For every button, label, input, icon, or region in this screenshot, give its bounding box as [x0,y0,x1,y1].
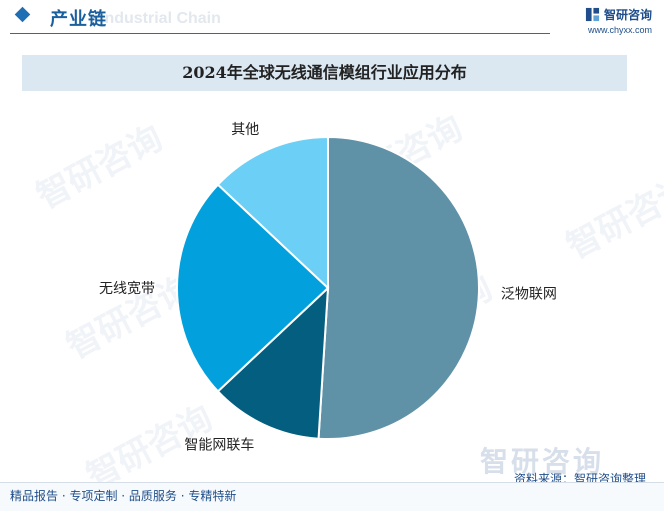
chart-title-box: 2024年全球无线通信模组行业应用分布 [22,55,627,91]
header-subtitle: Industrial Chain [100,10,221,27]
header: Industrial Chain 产业链 智研咨询 www.chyxx.com [0,0,664,38]
brand: 智研咨询 www.chyxx.com [585,6,652,35]
source-logo: 智研咨询 [480,445,605,478]
header-divider [10,33,550,34]
footer-divider [0,482,664,483]
chart-title: 2024年全球无线通信模组行业应用分布 [182,63,467,82]
pie-slice [216,285,330,440]
slice-label: 其他 [231,122,259,138]
footer-text: 精品报告 · 专项定制 · 品质服务 · 专精特新 [10,489,237,503]
brand-name: 智研咨询 [603,8,652,22]
slice-label: 泛物联网 [501,286,557,302]
chyxx-logo-icon [585,7,600,22]
pie-slice [176,183,330,393]
pie-slice [317,135,480,440]
header-title: 产业链 [50,9,107,30]
pie-slice [216,135,329,291]
brand-url: www.chyxx.com [587,25,652,35]
slice-label: 无线宽带 [99,280,155,297]
footer: 精品报告 · 专项定制 · 品质服务 · 专精特新 [0,482,664,511]
slice-label: 智能网联车 [184,437,254,454]
